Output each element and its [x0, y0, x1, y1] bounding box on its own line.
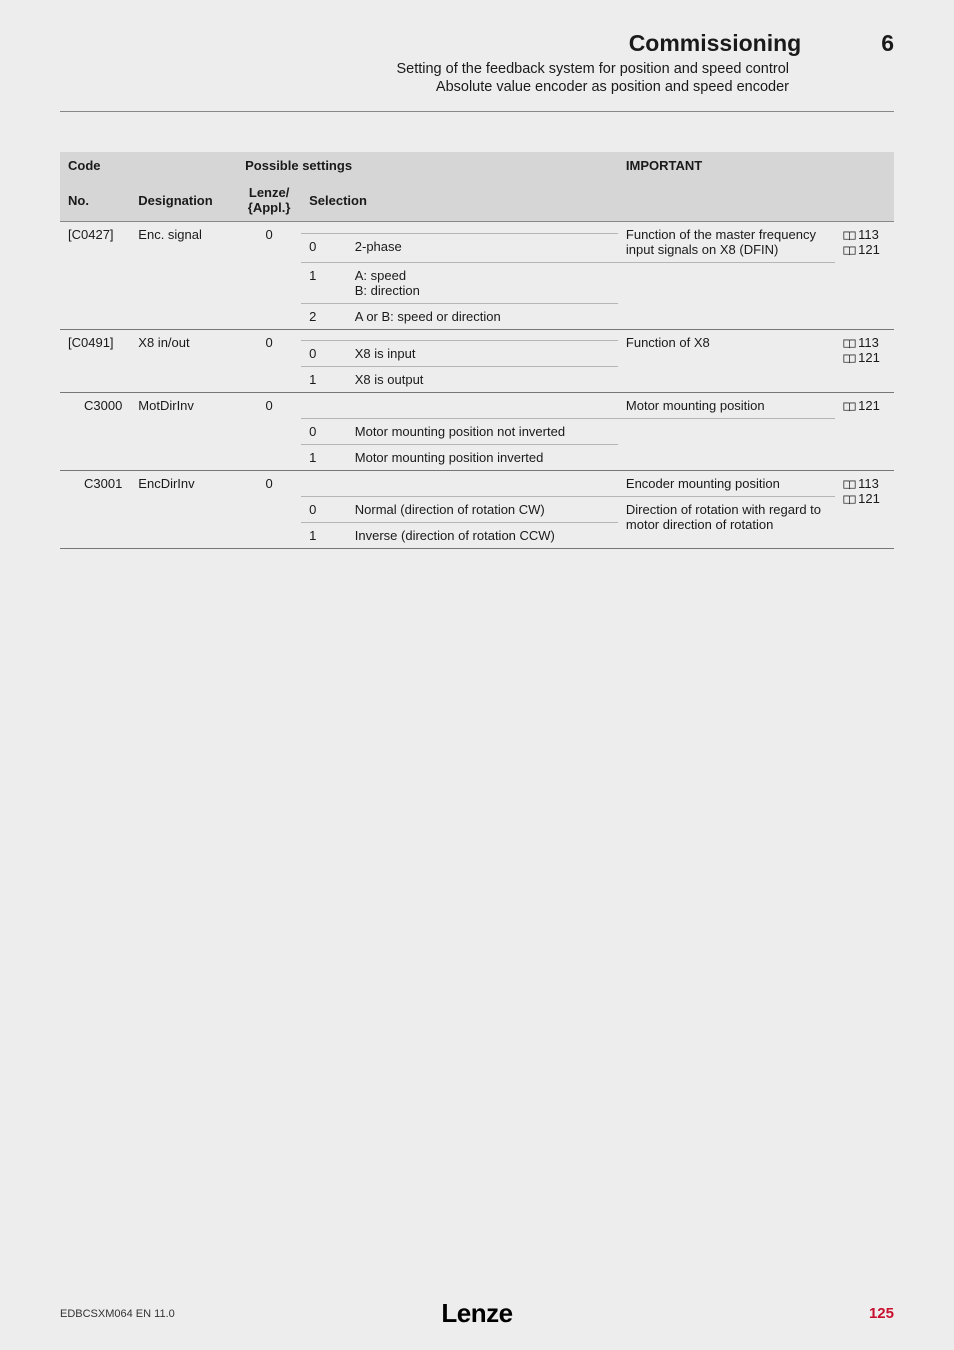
book-icon — [843, 402, 856, 412]
table-row: C3001 EncDirInv 0 Encoder mounting posit… — [60, 471, 894, 497]
page-title: Commissioning — [629, 30, 802, 57]
cell-sel-text — [347, 222, 618, 234]
table-header: Code Possible settings IMPORTANT No. Des… — [60, 152, 894, 222]
cell-important-empty — [618, 263, 835, 330]
cell-sel-num: 1 — [301, 445, 347, 471]
cell-lenze: 0 — [237, 330, 301, 393]
header-possible-settings: Possible settings — [237, 152, 618, 179]
cell-sel-text: Motor mounting position inverted — [347, 445, 618, 471]
cell-important: Function of the master frequency input s… — [618, 222, 835, 263]
cell-sel-num: 2 — [301, 304, 347, 330]
ref-value: 121 — [858, 491, 880, 506]
cell-sel-num: 1 — [301, 263, 347, 304]
settings-table: Code Possible settings IMPORTANT No. Des… — [60, 152, 894, 549]
cell-sel-text — [347, 471, 618, 497]
cell-refs: 113 121 — [835, 471, 894, 549]
cell-lenze: 0 — [237, 393, 301, 471]
cell-sel-num: 1 — [301, 523, 347, 549]
ref-value: 113 — [858, 227, 879, 242]
footer-logo: Lenze — [441, 1298, 512, 1329]
cell-lenze: 0 — [237, 222, 301, 330]
subtitle-1: Setting of the feedback system for posit… — [60, 61, 894, 77]
cell-important: Encoder mounting position — [618, 471, 835, 497]
header-important-sub — [618, 179, 835, 222]
book-icon — [843, 495, 856, 505]
cell-designation: X8 in/out — [130, 330, 237, 393]
cell-sel-num — [301, 471, 347, 497]
header-no: No. — [60, 179, 130, 222]
title-row: Commissioning 6 — [60, 30, 894, 57]
book-icon — [843, 480, 856, 490]
cell-important: Motor mounting position — [618, 393, 835, 419]
header-code: Code — [60, 152, 237, 179]
header-ref — [835, 179, 894, 222]
settings-table-container: Code Possible settings IMPORTANT No. Des… — [60, 152, 894, 549]
cell-sel-text: Motor mounting position not inverted — [347, 419, 618, 445]
ref-value: 113 — [858, 476, 879, 491]
cell-code: [C0491] — [60, 330, 130, 393]
ref-value: 121 — [858, 242, 880, 257]
cell-sel-text: 2-phase — [347, 234, 618, 263]
cell-lenze: 0 — [237, 471, 301, 549]
header-important: IMPORTANT — [618, 152, 894, 179]
cell-sel-num: 0 — [301, 234, 347, 263]
cell-sel-num: 1 — [301, 367, 347, 393]
cell-designation: EncDirInv — [130, 471, 237, 549]
ref-value: 121 — [858, 350, 880, 365]
table-body: [C0427] Enc. signal 0 Function of the ma… — [60, 222, 894, 549]
cell-designation: MotDirInv — [130, 393, 237, 471]
cell-designation: Enc. signal — [130, 222, 237, 330]
book-icon — [843, 339, 856, 349]
cell-refs: 121 — [835, 393, 894, 471]
footer-doc-id: EDBCSXM064 EN 11.0 — [60, 1308, 175, 1320]
subtitle-2: Absolute value encoder as position and s… — [60, 79, 894, 95]
book-icon — [843, 231, 856, 241]
header-selection: Selection — [301, 179, 618, 222]
cell-code: C3000 — [60, 393, 130, 471]
cell-code: C3001 — [60, 471, 130, 549]
cell-sel-text: X8 is input — [347, 341, 618, 367]
ref-value: 113 — [858, 335, 879, 350]
table-row: C3000 MotDirInv 0 Motor mounting positio… — [60, 393, 894, 419]
cell-sel-num: 0 — [301, 341, 347, 367]
cell-sel-text: Normal (direction of rotation CW) — [347, 497, 618, 523]
cell-sel-text: A: speed B: direction — [347, 263, 618, 304]
cell-sel-num — [301, 222, 347, 234]
cell-sel-num: 0 — [301, 419, 347, 445]
cell-refs: 113 121 — [835, 222, 894, 330]
cell-sel-text: Inverse (direction of rotation CCW) — [347, 523, 618, 549]
table-row: [C0427] Enc. signal 0 Function of the ma… — [60, 222, 894, 234]
cell-sel-num — [301, 330, 347, 341]
cell-important: Function of X8 — [618, 330, 835, 393]
cell-sel-num: 0 — [301, 497, 347, 523]
page-number: 125 — [869, 1305, 894, 1322]
cell-important: Direction of rotation with regard to mot… — [618, 497, 835, 549]
cell-sel-num — [301, 393, 347, 419]
header-designation: Designation — [130, 179, 237, 222]
cell-important-empty — [618, 419, 835, 471]
cell-code: [C0427] — [60, 222, 130, 330]
header-lenze: Lenze/ {Appl.} — [237, 179, 301, 222]
cell-sel-text: X8 is output — [347, 367, 618, 393]
cell-sel-text — [347, 330, 618, 341]
ref-value: 121 — [858, 398, 880, 413]
cell-refs: 113 121 — [835, 330, 894, 393]
page-header: Commissioning 6 Setting of the feedback … — [0, 0, 954, 103]
cell-sel-text: A or B: speed or direction — [347, 304, 618, 330]
chapter-number: 6 — [881, 30, 894, 57]
page-footer: EDBCSXM064 EN 11.0 Lenze 125 — [0, 1305, 954, 1322]
cell-sel-text — [347, 393, 618, 419]
brand-logo: Lenze — [441, 1298, 512, 1328]
table-row: [C0491] X8 in/out 0 Function of X8 113 1… — [60, 330, 894, 341]
header-divider — [60, 111, 894, 112]
book-icon — [843, 354, 856, 364]
book-icon — [843, 246, 856, 256]
